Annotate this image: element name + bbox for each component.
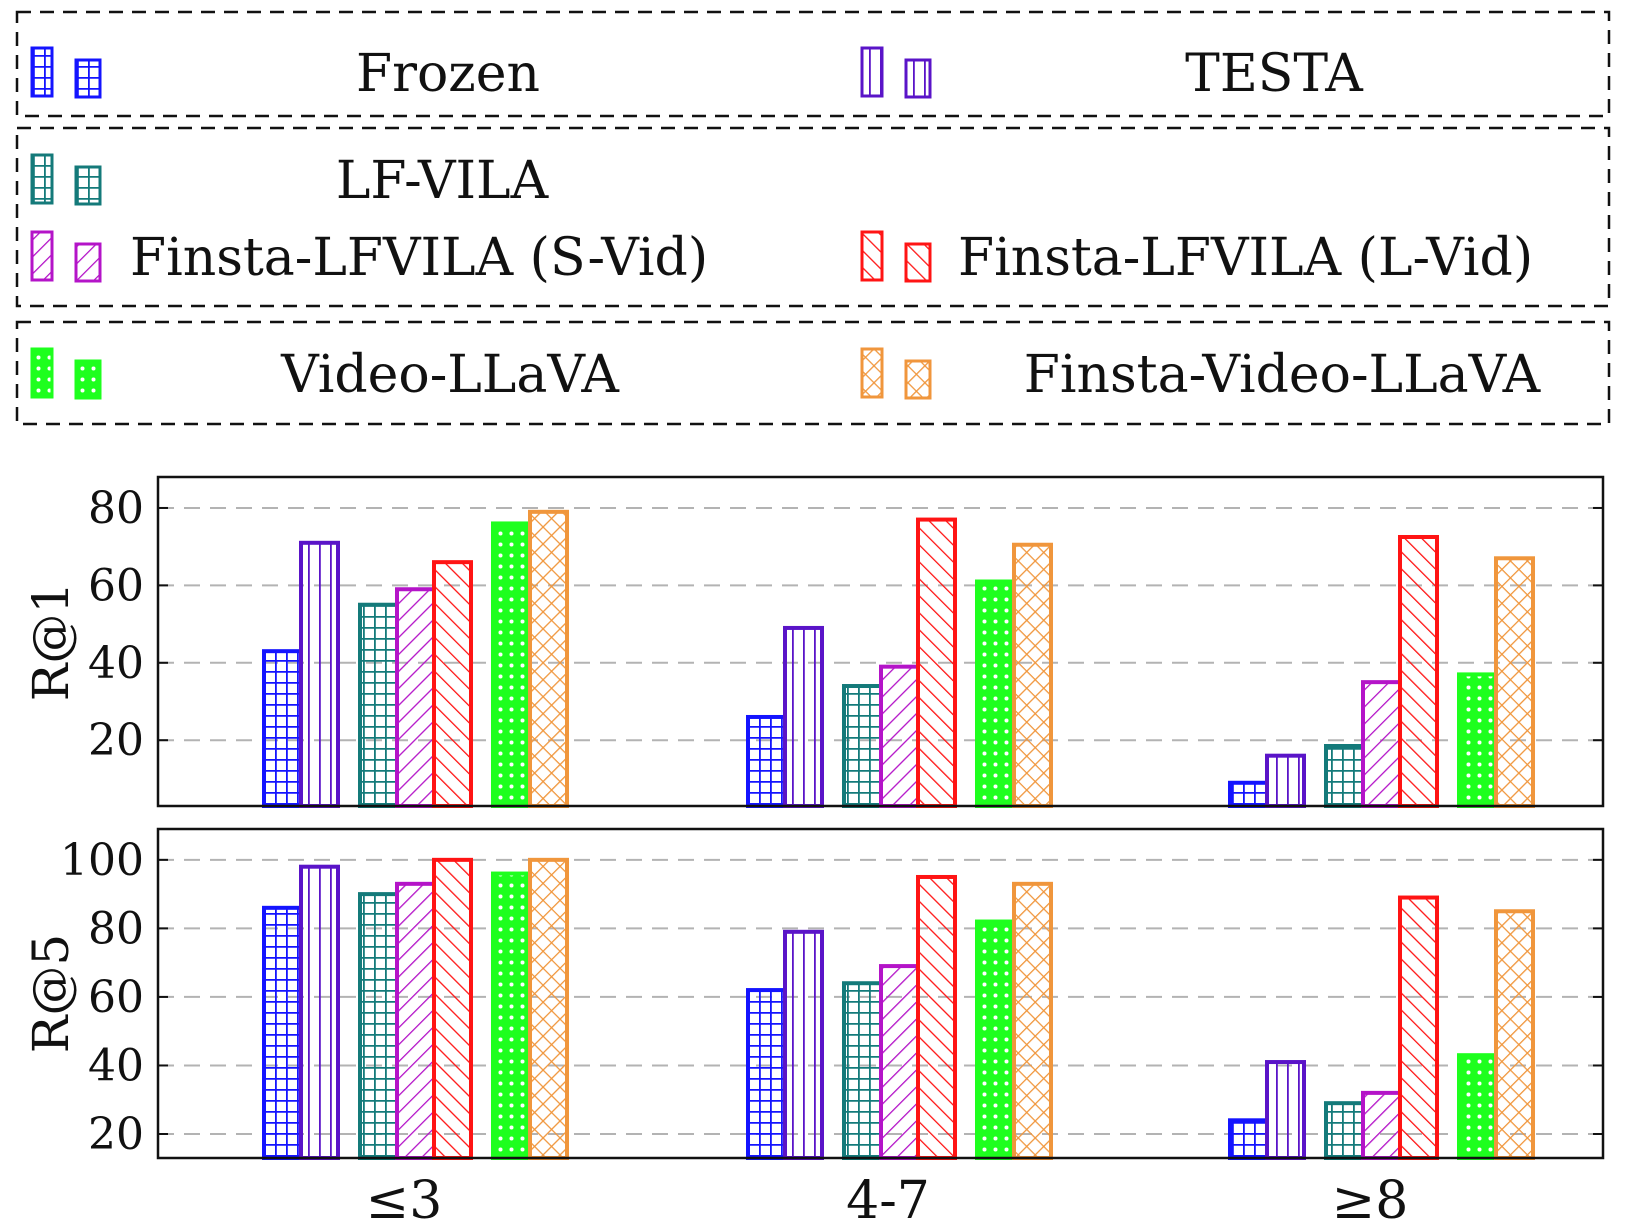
legend-swatch-finsta-lfvila-l-vid: [860, 230, 932, 283]
bar-r-5-lf-vila-0: [358, 892, 399, 1160]
legend-label-lf-vila: LF-VILA: [336, 151, 550, 211]
y-tick-label: 80: [88, 903, 144, 954]
legend-swatch-finsta-lfvila-s-vid: [30, 230, 102, 283]
bar-r-1-testa-1: [783, 625, 824, 808]
bar-r-5-finsta-lfvila-s-vid-0: [395, 881, 436, 1160]
bar-r-1-finsta-lfvila-l-vid-1: [916, 517, 957, 808]
panel-r-5: 20 40 60 80 100 R@5: [22, 827, 1605, 1161]
bar-r-1-frozen-0: [262, 649, 303, 808]
bar-r-5-lf-vila-2: [1324, 1101, 1365, 1160]
y-tick-label: 40: [88, 1040, 144, 1091]
x-category-label: ≥8: [1332, 1171, 1409, 1231]
legend-label-finsta-lfvila-l-vid: Finsta-LFVILA (L-Vid): [958, 228, 1533, 288]
bar-r-5-video-llava-0: [491, 871, 532, 1160]
y-tick-label: 100: [60, 835, 144, 886]
y-tick-label: 40: [88, 638, 144, 689]
legend-box-1: Frozen TESTA: [15, 10, 1611, 118]
y-tick-label: 60: [88, 972, 144, 1023]
legend-swatch-testa: [860, 46, 932, 99]
panel-r-1: 20 40 60 80R@1: [22, 475, 1605, 809]
bar-r-1-finsta-lfvila-l-vid-0: [432, 560, 473, 809]
bar-r-1-lf-vila-0: [358, 602, 399, 809]
bar-r-1-lf-vila-2: [1324, 744, 1365, 808]
plot-frame: [156, 475, 1605, 808]
legend: Frozen TESTA LF-VILA Finsta-LFVILA (S-Vid) F…: [15, 10, 1611, 426]
bar-r-5-testa-0: [299, 864, 340, 1161]
bar-r-5-frozen-2: [1228, 1118, 1269, 1161]
bar-r-1-video-llava-1: [975, 579, 1016, 808]
x-category-label: ≤3: [366, 1171, 443, 1231]
y-tick-label: 80: [88, 483, 144, 534]
bar-r-5-frozen-0: [262, 905, 303, 1161]
y-axis-label: R@5: [22, 934, 80, 1053]
bar-r-1-lf-vila-1: [842, 684, 883, 809]
bar-r-1-finsta-lfvila-s-vid-2: [1361, 680, 1402, 808]
legend-label-testa: TESTA: [1185, 44, 1364, 104]
legend-swatch-video-llava: [30, 347, 102, 400]
bar-r-5-video-llava-2: [1457, 1053, 1498, 1160]
bar-r-1-finsta-lfvila-l-vid-2: [1398, 534, 1439, 809]
legend-box-3: Video-LLaVA Finsta-Video-LLaVA: [15, 320, 1611, 426]
legend-box-2: LF-VILA Finsta-LFVILA (S-Vid) Finsta-LFVIL…: [15, 126, 1611, 308]
plot-frame: [156, 827, 1605, 1160]
legend-label-video-llava: Video-LLaVA: [280, 345, 620, 405]
bar-r-5-frozen-1: [746, 988, 787, 1161]
bar-r-1-finsta-lfvila-s-vid-1: [879, 664, 920, 808]
legend-label-finsta-video-llava: Finsta-Video-LLaVA: [1024, 345, 1542, 405]
bar-r-5-finsta-lfvila-s-vid-1: [879, 964, 920, 1160]
legend-swatch-lf-vila: [30, 153, 102, 206]
legend-swatch-finsta-video-llava: [860, 347, 932, 400]
bar-r-5-finsta-lfvila-l-vid-2: [1398, 895, 1439, 1161]
bar-r-1-testa-0: [299, 540, 340, 808]
bar-r-5-finsta-video-llava-0: [528, 857, 569, 1160]
x-category-labels: ≤3 4-7 ≥8: [366, 1171, 1409, 1231]
x-category-label: 4-7: [846, 1171, 930, 1231]
bar-r-5-video-llava-1: [975, 919, 1016, 1160]
bar-r-1-finsta-video-llava-1: [1012, 542, 1053, 808]
bar-r-5-finsta-video-llava-1: [1012, 881, 1053, 1160]
bar-r-5-testa-1: [783, 929, 824, 1160]
y-axis-label: R@1: [22, 582, 80, 701]
bar-r-5-finsta-lfvila-l-vid-1: [916, 874, 957, 1161]
y-tick-label: 60: [88, 560, 144, 611]
bar-r-1-finsta-video-llava-2: [1494, 556, 1535, 808]
bar-r-1-video-llava-2: [1457, 672, 1498, 809]
bar-r-1-testa-2: [1265, 753, 1306, 809]
bar-r-5-lf-vila-1: [842, 981, 883, 1160]
y-tick-label: 20: [88, 715, 144, 766]
bar-r-1-frozen-1: [746, 714, 787, 808]
bar-r-5-finsta-video-llava-2: [1494, 909, 1535, 1160]
bar-r-1-finsta-video-llava-0: [528, 509, 569, 808]
bar-r-1-frozen-2: [1228, 780, 1269, 809]
legend-label-finsta-lfvila-s-vid: Finsta-LFVILA (S-Vid): [130, 228, 708, 288]
bar-r-5-finsta-lfvila-s-vid-2: [1361, 1090, 1402, 1160]
legend-swatch-frozen: [30, 46, 102, 99]
bar-r-5-finsta-lfvila-l-vid-0: [432, 857, 473, 1160]
bar-r-1-video-llava-0: [491, 521, 532, 809]
bar-r-1-finsta-lfvila-s-vid-0: [395, 587, 436, 809]
bar-r-5-testa-2: [1265, 1060, 1306, 1160]
y-tick-label: 20: [88, 1109, 144, 1160]
legend-label-frozen: Frozen: [356, 44, 540, 104]
